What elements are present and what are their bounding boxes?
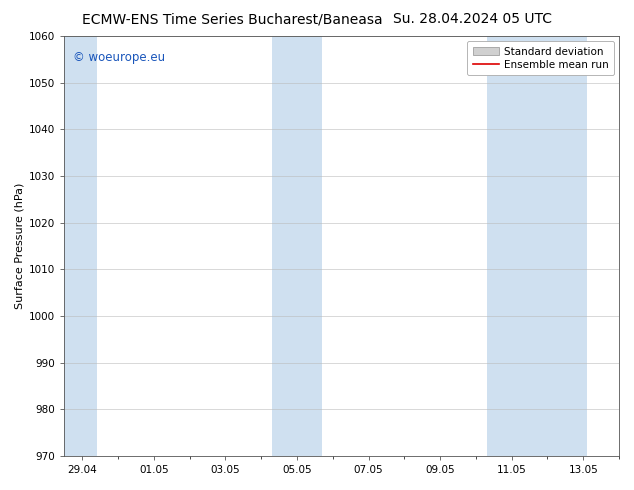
Text: © woeurope.eu: © woeurope.eu — [73, 51, 165, 64]
Bar — [272, 36, 322, 456]
Bar — [487, 36, 587, 456]
Legend: Standard deviation, Ensemble mean run: Standard deviation, Ensemble mean run — [467, 41, 614, 75]
Text: Su. 28.04.2024 05 UTC: Su. 28.04.2024 05 UTC — [392, 12, 552, 26]
Y-axis label: Surface Pressure (hPa): Surface Pressure (hPa) — [15, 183, 25, 309]
Bar — [65, 36, 96, 456]
Text: ECMW-ENS Time Series Bucharest/Baneasa: ECMW-ENS Time Series Bucharest/Baneasa — [82, 12, 383, 26]
